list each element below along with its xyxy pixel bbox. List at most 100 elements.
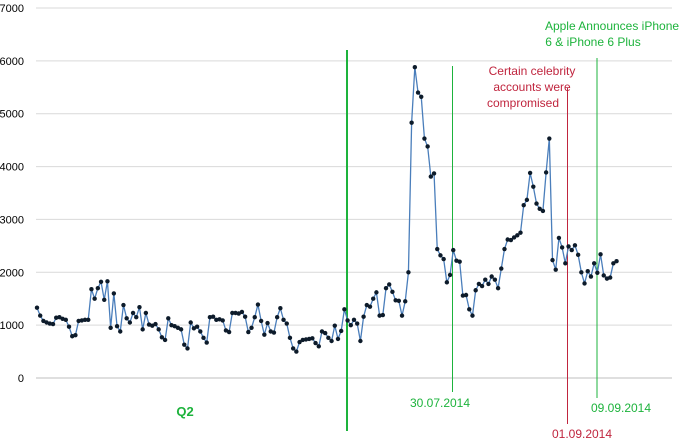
data-point [412, 65, 418, 70]
data-point [515, 233, 520, 238]
data-point [38, 313, 43, 318]
data-point [204, 340, 209, 345]
data-point [419, 94, 424, 100]
date-label-09-09-2014: 09.09.2014 [591, 401, 651, 415]
data-point [258, 318, 264, 324]
date-label-01-09-2014: 01.09.2014 [552, 427, 612, 441]
data-point [598, 252, 603, 257]
data-point [451, 247, 456, 253]
data-point [246, 329, 251, 335]
data-point [271, 330, 277, 335]
data-point [409, 120, 414, 125]
data-point [220, 318, 225, 323]
data-point [338, 328, 344, 334]
celebrity-annotation-line-2: accounts were [493, 80, 571, 94]
y-tick-label: 5000 [0, 109, 24, 121]
data-point [358, 338, 363, 344]
data-point [201, 335, 206, 341]
data-point [278, 306, 283, 311]
data-point [281, 317, 286, 323]
data-point [92, 296, 97, 301]
data-point [127, 320, 133, 325]
data-point [463, 292, 469, 298]
data-point [534, 201, 539, 206]
data-point [198, 329, 203, 334]
date-label-30-07-2014: 30.07.2014 [410, 396, 470, 410]
data-point [239, 309, 245, 315]
data-point [102, 297, 107, 302]
apple-annotation-line-1: Apple Announces iPhone [545, 19, 679, 33]
data-point [585, 269, 590, 274]
data-point [591, 261, 597, 266]
data-point [130, 310, 136, 316]
y-tick-label: 4000 [0, 162, 24, 174]
data-point [82, 317, 88, 323]
data-point [601, 273, 606, 278]
data-point [566, 244, 571, 249]
data-point [527, 170, 533, 176]
data-point [210, 314, 216, 319]
data-point [371, 296, 376, 301]
data-point [153, 321, 158, 327]
data-point [182, 342, 187, 347]
data-point [348, 322, 353, 328]
data-point [438, 253, 443, 258]
y-tick-label: 0 [18, 373, 24, 385]
data-point [313, 340, 318, 346]
y-tick-label: 1000 [0, 320, 24, 332]
data-point [332, 323, 337, 328]
data-point [290, 346, 296, 351]
data-point [521, 202, 526, 208]
data-point [492, 277, 498, 282]
data-point [367, 304, 373, 309]
q2-label: Q2 [176, 404, 193, 419]
data-point [396, 298, 402, 304]
data-point [406, 270, 411, 275]
data-point [399, 313, 405, 318]
data-point [531, 184, 536, 189]
data-point [524, 197, 530, 203]
data-point [579, 270, 584, 275]
data-point [284, 321, 289, 326]
data-point [428, 174, 434, 179]
data-point [265, 320, 270, 326]
data-point [476, 281, 482, 287]
data-point [572, 243, 578, 248]
data-point [540, 208, 546, 214]
data-point [66, 324, 72, 329]
data-point [156, 327, 161, 332]
data-point [550, 257, 555, 263]
data-point [486, 281, 491, 287]
series-points [34, 65, 619, 354]
data-point [274, 315, 280, 320]
data-point [114, 324, 120, 329]
data-point [479, 283, 485, 289]
data-point [73, 332, 78, 338]
celebrity-annotation-line-3: compromised [487, 96, 559, 110]
data-point [310, 336, 315, 341]
data-point [326, 335, 331, 341]
data-point [569, 247, 574, 253]
data-point [63, 317, 69, 323]
data-point [582, 281, 587, 286]
data-point [483, 277, 488, 282]
data-point [322, 330, 328, 336]
data-point [511, 235, 517, 240]
data-point [489, 274, 494, 279]
data-point [575, 252, 581, 258]
data-point [297, 339, 302, 345]
data-point [415, 90, 421, 95]
data-point [495, 285, 501, 291]
data-point [105, 279, 110, 284]
data-point [444, 280, 450, 285]
gridlines [36, 7, 672, 326]
data-point [556, 235, 562, 241]
data-point [108, 325, 113, 330]
data-point [137, 304, 142, 310]
apple-annotation-line-2: 6 & iPhone 6 Plus [545, 35, 640, 49]
data-point [134, 315, 139, 320]
data-point [447, 272, 453, 278]
data-point [242, 314, 248, 319]
data-point [124, 316, 129, 321]
